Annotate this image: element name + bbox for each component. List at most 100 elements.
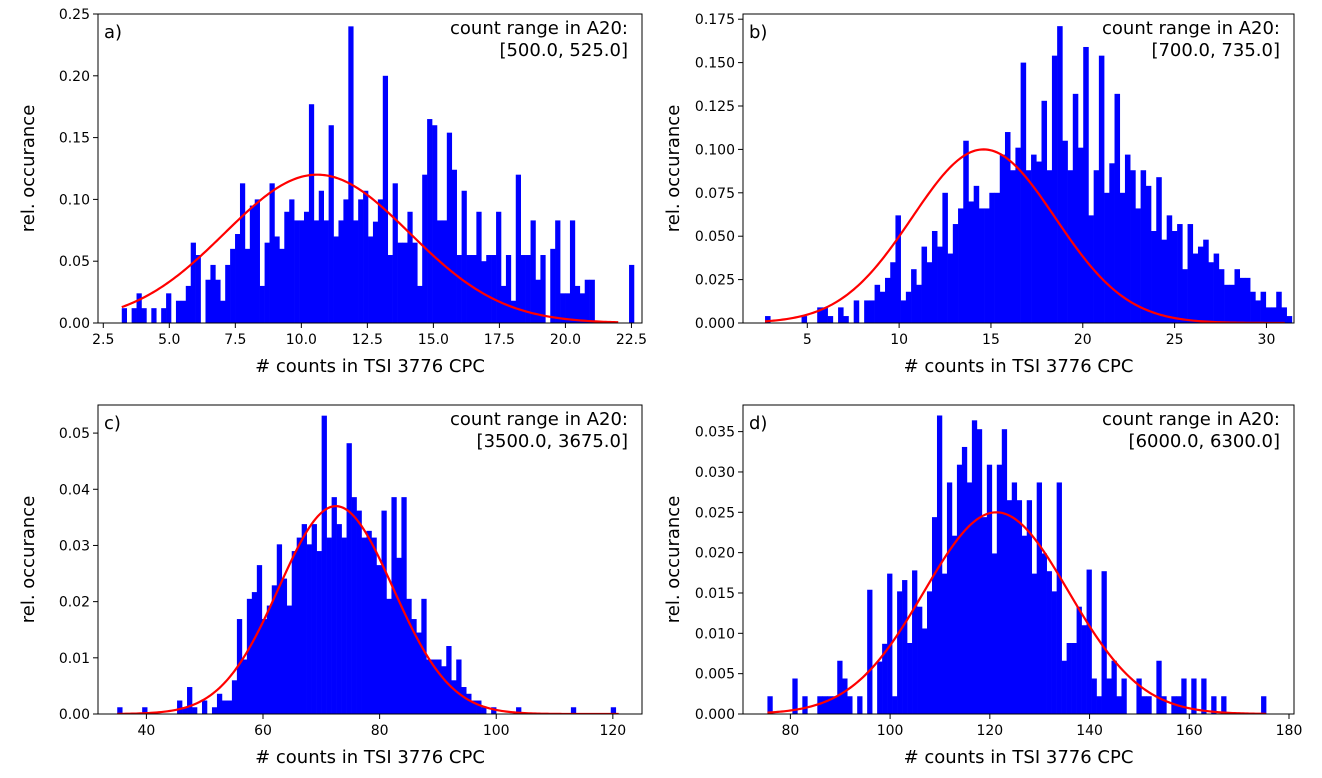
histogram-bar (456, 255, 462, 323)
histogram-bar (1086, 569, 1092, 714)
histogram-bar (466, 255, 472, 323)
y-tick-label: 0.125 (695, 99, 735, 115)
histogram-bar (1181, 678, 1187, 714)
histogram-bar (1136, 678, 1142, 714)
histogram-bar (817, 307, 823, 323)
histogram-bar (210, 264, 216, 323)
histogram-bar (412, 242, 418, 323)
histogram-bar (973, 185, 980, 323)
histogram-bar (931, 230, 938, 323)
histogram-bar (441, 220, 448, 323)
gaussian-fit-line (767, 511, 1267, 714)
histogram-bar (1221, 696, 1227, 714)
histogram-bar (348, 26, 354, 323)
histogram-bar (446, 132, 453, 323)
y-tick-label: 0.100 (695, 142, 735, 158)
y-tick-label: 0.05 (59, 254, 90, 270)
histogram-bar (832, 696, 838, 714)
histogram-bar (1281, 307, 1287, 323)
histogram-bar (877, 661, 883, 714)
histogram-bar (1021, 535, 1028, 714)
y-tick-label: 0.015 (695, 586, 735, 602)
histogram-bar (301, 524, 307, 714)
histogram-bar (540, 255, 546, 323)
axes-frame (97, 13, 643, 324)
y-tick-label: 0.00 (59, 316, 90, 332)
histogram-bar (879, 291, 886, 323)
histogram-bar (574, 285, 581, 323)
x-tick-label: 7.5 (224, 332, 246, 348)
histogram-bar (1161, 239, 1167, 323)
y-axis-label: rel. occurance (18, 496, 39, 624)
histogram-bar (931, 517, 938, 714)
histogram-bar (827, 696, 833, 714)
histogram-bar (306, 544, 312, 714)
histogram-bar (481, 707, 487, 714)
histogram-bar (491, 255, 497, 323)
histogram-bar (952, 224, 959, 323)
histogram-bar (916, 284, 922, 323)
histogram-bar (1011, 482, 1018, 714)
histogram-bar (1025, 170, 1032, 323)
histogram-bar (958, 208, 964, 323)
histogram-bar (579, 293, 586, 323)
histogram-bar (333, 236, 339, 323)
histogram-bar (251, 592, 258, 714)
histogram-bar (843, 316, 849, 323)
histogram-bar (951, 535, 958, 714)
histogram-bar (121, 308, 127, 323)
histogram-bar (555, 220, 561, 323)
histogram-bar (221, 700, 228, 714)
histogram-bar (316, 551, 322, 714)
histogram-bar (874, 284, 881, 323)
histogram-bar (190, 242, 196, 323)
histogram-bar (241, 659, 248, 714)
histogram-bar (515, 174, 521, 323)
x-tick-label: 100 (483, 723, 510, 739)
histogram-bar (1114, 93, 1121, 323)
histogram-bar (166, 293, 172, 323)
x-tick-label: 100 (877, 723, 904, 739)
histogram-bar (261, 619, 268, 714)
y-tick-label: 0.15 (59, 131, 90, 147)
histogram-bar (1208, 262, 1214, 323)
histogram-bar (986, 464, 993, 714)
histogram-bar (837, 660, 843, 714)
x-tick-label: 10 (890, 332, 908, 348)
histogram-bar (1119, 192, 1126, 323)
histogram-bar (822, 307, 828, 323)
histogram-bar (1093, 170, 1100, 323)
histogram-bar (239, 183, 246, 323)
histogram-bar (397, 242, 403, 323)
histogram-bar (291, 551, 298, 714)
histogram-bar (1166, 215, 1173, 323)
histogram-bar (1116, 696, 1122, 714)
histogram-bar (236, 619, 243, 714)
histogram-bar (947, 253, 954, 323)
histogram-bar (1076, 606, 1082, 714)
histogram-bar (195, 255, 201, 323)
y-tick-label: 0.175 (695, 12, 735, 28)
histogram-bar (417, 285, 423, 323)
histogram-bar (382, 75, 389, 323)
histogram-bar (921, 246, 928, 323)
histogram-bar (1104, 192, 1110, 323)
histogram-bar (1255, 300, 1261, 323)
histogram-bar (142, 707, 148, 714)
y-tick-label: 0.02 (59, 595, 90, 611)
histogram-bar (1020, 62, 1027, 323)
histogram-bar (516, 707, 522, 714)
histogram-bar (446, 646, 452, 714)
histogram-bar (1192, 253, 1199, 323)
y-tick-label: 0.03 (59, 538, 90, 554)
histogram-bar (1156, 660, 1162, 714)
histogram-bar (185, 285, 192, 323)
x-axis-label: # counts in TSI 3776 CPC (904, 356, 1134, 377)
histogram-bar (1098, 55, 1105, 323)
histogram-bar (1072, 93, 1079, 323)
histogram-bar (377, 199, 384, 323)
histogram-bar (1145, 185, 1152, 323)
count-range-annotation: [500.0, 525.0] (499, 40, 628, 61)
y-tick-label: 0.025 (695, 505, 735, 521)
histogram-bar (205, 279, 211, 323)
